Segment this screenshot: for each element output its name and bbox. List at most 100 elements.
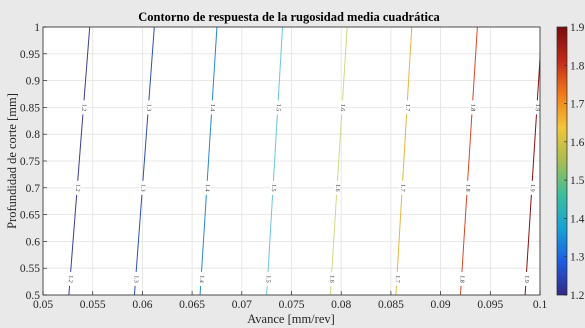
- x-tick-label: 0.075: [279, 299, 305, 311]
- contour-label-bg: [528, 180, 535, 195]
- contour-label-bg: [198, 271, 205, 286]
- contour-label: 1.9: [523, 275, 529, 283]
- y-tick-label: 0.85: [20, 102, 40, 114]
- contour-label-bg: [80, 100, 87, 115]
- contour-1.2: 1.2 1.2 1.2: [67, 27, 91, 295]
- contour-label: 1.7: [399, 184, 405, 192]
- contour-1.3: 1.3 1.3 1.3: [132, 27, 155, 295]
- y-axis-ticks: 0.5 0.55 0.6 0.65 0.7 0.75 0.8 0.85 0.9 0.95 1: [20, 22, 47, 302]
- contour-label-bg: [203, 180, 210, 195]
- y-tick-label: 0.75: [20, 156, 40, 168]
- x-tick-label: 0.085: [378, 299, 404, 311]
- contour-line-1.3: [133, 27, 155, 295]
- x-axis-ticks: 0.05 0.055 0.06 0.065 0.07 0.075 0.08 0.085 0.09…: [33, 291, 548, 311]
- contour-label-bg: [464, 180, 471, 195]
- contour-label-bg: [334, 180, 341, 195]
- contour-label: 1.5: [264, 275, 270, 283]
- y-axis-label: Profundidad de corte [mm]: [5, 93, 19, 229]
- y-tick-label: 0.8: [26, 129, 41, 141]
- contour-label: 1.4: [209, 103, 215, 111]
- colorbar-tick-label: 1.7: [570, 99, 585, 111]
- x-axis-label: Avance [mm/rev]: [247, 312, 335, 326]
- contour-label: 1.4: [198, 275, 204, 283]
- y-tick-label: 0.5: [26, 290, 41, 302]
- x-tick-label: 0.06: [132, 299, 152, 311]
- contour-label: 1.3: [145, 103, 152, 111]
- contour-label-bg: [145, 100, 152, 115]
- contour-label: 1.5: [275, 103, 281, 111]
- contour-label-bg: [67, 271, 74, 286]
- contour-label: 1.6: [334, 184, 340, 192]
- x-tick-label: 0.095: [477, 299, 503, 311]
- contour-label-bg: [274, 100, 281, 115]
- contour-label: 1.3: [132, 275, 139, 283]
- contour-label-bg: [523, 271, 530, 286]
- contour-1.5: 1.5 1.5 1.5: [264, 27, 284, 295]
- contour-label-bg: [399, 180, 406, 195]
- contour-label: 1.6: [328, 275, 334, 283]
- contour-1.6: 1.6 1.6 1.6: [328, 27, 348, 295]
- contour-label-bg: [458, 271, 465, 286]
- x-tick-label: 0.07: [232, 299, 252, 311]
- contour-line-1.5: [266, 27, 284, 295]
- contour-line-1.8: [459, 27, 478, 295]
- colorbar-tick-label: 1.6: [570, 137, 585, 149]
- contour-1.4: 1.4 1.4 1.4: [198, 27, 218, 295]
- x-tick-label: 0.05: [33, 299, 53, 311]
- contour-label-bg: [533, 100, 540, 115]
- contour-label-bg: [139, 180, 146, 195]
- contour-label-bg: [270, 180, 277, 195]
- contour-line-1.2: [68, 27, 91, 295]
- chart-title: Contorno de respuesta de la rugosidad me…: [138, 10, 440, 24]
- y-tick-label: 0.9: [26, 76, 41, 88]
- contour-label: 1.2: [80, 103, 87, 111]
- colorbar-tick-label: 1.2: [570, 290, 585, 302]
- colorbar-ticks: 1.2 1.3 1.4 1.5 1.6 1.7 1.8 1.9: [564, 22, 585, 302]
- contour-label: 1.3: [139, 184, 146, 192]
- y-tick-label: 0.6: [26, 236, 41, 248]
- contour-label-bg: [469, 100, 476, 115]
- y-tick-label: 0.95: [20, 49, 40, 61]
- contour-label: 1.2: [67, 275, 74, 283]
- colorbar-tick-label: 1.5: [570, 175, 585, 187]
- contour-label: 1.4: [204, 184, 210, 192]
- contour-label: 1.5: [270, 184, 276, 192]
- y-tick-label: 1: [34, 22, 40, 34]
- contour-label: 1.7: [394, 275, 400, 283]
- contour-line-1.6: [329, 27, 348, 295]
- contour-label-bg: [328, 271, 335, 286]
- colorbar-tick-label: 1.4: [570, 213, 585, 225]
- x-tick-label: 0.065: [179, 299, 205, 311]
- x-tick-label: 0.055: [80, 299, 106, 311]
- contour-label: 1.9: [534, 103, 540, 111]
- contour-label: 1.9: [529, 184, 535, 192]
- colorbar-tick-label: 1.3: [570, 252, 585, 264]
- contour-label-bg: [264, 271, 271, 286]
- x-tick-label: 0.1: [533, 299, 548, 311]
- contour-label-bg: [404, 100, 411, 115]
- contour-1.9: 1.9 1.9 1.9: [523, 50, 540, 295]
- colorbar-tick-label: 1.8: [570, 60, 585, 72]
- colorbar-tick-label: 1.9: [570, 22, 585, 34]
- y-tick-label: 0.55: [20, 263, 40, 275]
- contour-label: 1.8: [469, 103, 475, 111]
- contour-label-bg: [132, 271, 139, 286]
- y-tick-label: 0.7: [26, 183, 41, 195]
- contour-label-bg: [339, 100, 346, 115]
- y-tick-label: 0.65: [20, 210, 40, 222]
- contour-lines: 1.21.21.21.31.31.31.41.41.41.51.51.51.61…: [67, 27, 540, 295]
- contour-line-1.9: [524, 50, 540, 295]
- x-tick-label: 0.08: [331, 299, 351, 311]
- contour-label: 1.7: [404, 103, 410, 111]
- contour-line-1.4: [199, 27, 218, 295]
- contour-label: 1.8: [464, 184, 470, 192]
- contour-label: 1.8: [458, 275, 464, 283]
- contour-label: 1.6: [339, 103, 345, 111]
- contour-label: 1.2: [74, 184, 81, 192]
- contour-label-bg: [393, 271, 400, 286]
- contour-line-1.7: [395, 27, 413, 295]
- contour-1.8: 1.8 1.8 1.8: [458, 27, 478, 295]
- x-tick-label: 0.09: [431, 299, 451, 311]
- colorbar: [556, 26, 568, 296]
